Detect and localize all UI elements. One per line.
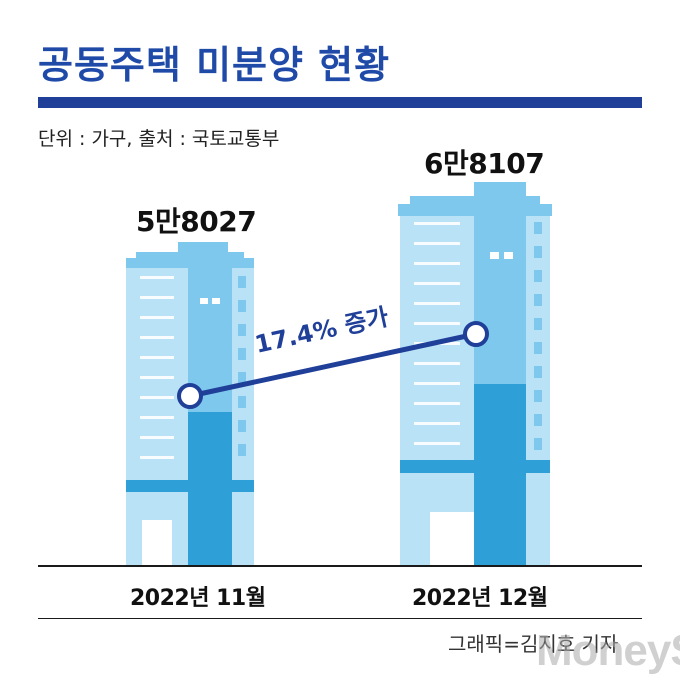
moneys-logo: MoneyS	[536, 626, 680, 675]
graphic-credit: 그래픽=김지호 기자	[448, 632, 619, 656]
data-point-dec	[463, 321, 489, 347]
title-underline	[38, 97, 642, 108]
growth-annotation: 17.4% 증가	[252, 303, 391, 359]
value-label-nov: 5만8027	[136, 205, 257, 238]
category-label-nov: 2022년 11월	[130, 586, 266, 611]
chart-title: 공동주택 미분양 현황	[38, 43, 391, 87]
category-label-dec: 2022년 12월	[412, 586, 548, 611]
building-dec	[398, 182, 552, 565]
trend-line	[189, 331, 477, 399]
building-nov	[126, 242, 254, 565]
value-label-dec: 6만8107	[424, 147, 545, 180]
unit-source-note: 단위 : 가구, 출처 : 국토교통부	[38, 128, 280, 150]
data-point-nov	[177, 383, 203, 409]
footer-rule	[38, 618, 642, 619]
x-axis-baseline	[38, 565, 642, 567]
